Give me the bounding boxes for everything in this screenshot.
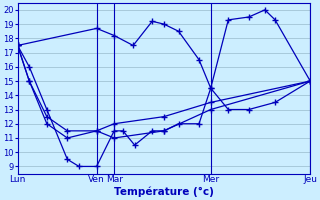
X-axis label: Température (°c): Température (°c) [114, 187, 214, 197]
